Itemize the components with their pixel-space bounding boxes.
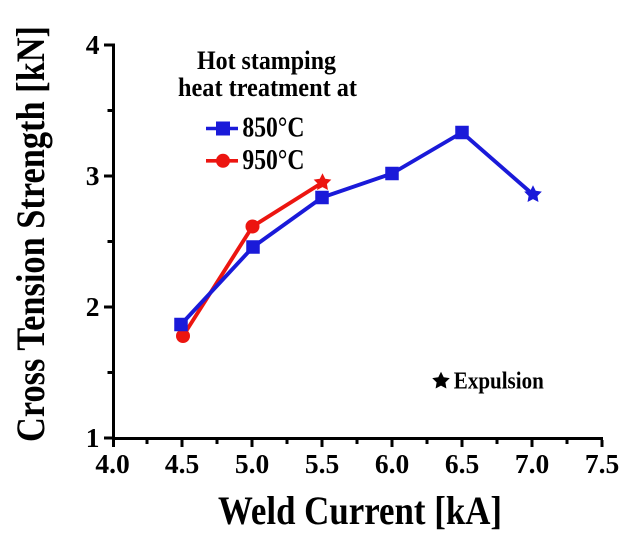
svg-text:5.5: 5.5 xyxy=(305,448,339,479)
svg-text:850°C: 850°C xyxy=(242,112,304,143)
svg-text:2: 2 xyxy=(86,291,100,322)
svg-text:4: 4 xyxy=(86,29,100,60)
svg-text:4.5: 4.5 xyxy=(165,448,199,479)
svg-text:5.0: 5.0 xyxy=(235,448,269,479)
svg-text:1: 1 xyxy=(86,422,100,453)
svg-text:7.0: 7.0 xyxy=(515,448,549,479)
svg-text:7.5: 7.5 xyxy=(585,448,619,479)
svg-text:6.5: 6.5 xyxy=(445,448,479,479)
svg-text:Expulsion: Expulsion xyxy=(454,369,544,395)
svg-text:6.0: 6.0 xyxy=(375,448,409,479)
svg-text:Hot stamping: Hot stamping xyxy=(197,46,336,75)
svg-text:4.0: 4.0 xyxy=(95,448,129,479)
svg-text:950°C: 950°C xyxy=(242,145,304,176)
svg-text:3: 3 xyxy=(86,160,100,191)
svg-text:Cross Tension Strength [kN]: Cross Tension Strength [kN] xyxy=(8,26,53,442)
svg-text:Weld Current [kA]: Weld Current [kA] xyxy=(218,488,502,533)
svg-text:heat treatment at: heat treatment at xyxy=(178,73,357,102)
